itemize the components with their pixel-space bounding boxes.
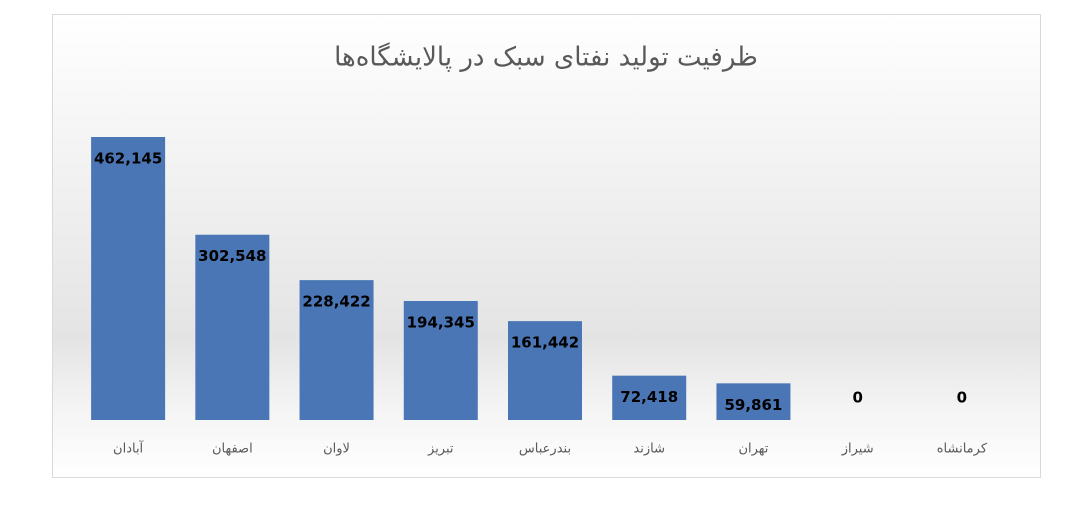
value-label: 72,418 [620,388,678,406]
chart-title: ظرفیت تولید نفتای سبک در پالایشگاه‌ها [334,42,758,73]
x-tick-label: اصفهان [212,442,253,457]
x-tick-label: کرمانشاه [937,442,988,457]
bar [195,234,270,420]
value-label: 0 [852,389,862,407]
value-label: 228,422 [302,293,370,311]
value-label: 59,861 [724,396,782,414]
bar [612,375,687,420]
x-tick-label: آبادان [113,440,145,457]
bar [716,383,791,420]
value-label: 462,145 [94,150,162,168]
value-label: 0 [957,389,967,407]
x-tick-label: بندرعباس [519,442,571,457]
value-label: 302,548 [198,247,266,265]
x-tick-label: لاوان [323,442,350,457]
x-tick-label: شازند [633,442,665,457]
value-label: 161,442 [511,334,579,352]
bar [508,321,582,420]
x-tick-label: شیراز [841,442,874,457]
bar [91,137,166,420]
x-tick-label: تهران [738,442,768,457]
x-tick-label: تبریز [427,442,454,457]
bar [299,280,374,420]
bar [403,300,478,420]
value-label: 194,345 [407,313,475,331]
